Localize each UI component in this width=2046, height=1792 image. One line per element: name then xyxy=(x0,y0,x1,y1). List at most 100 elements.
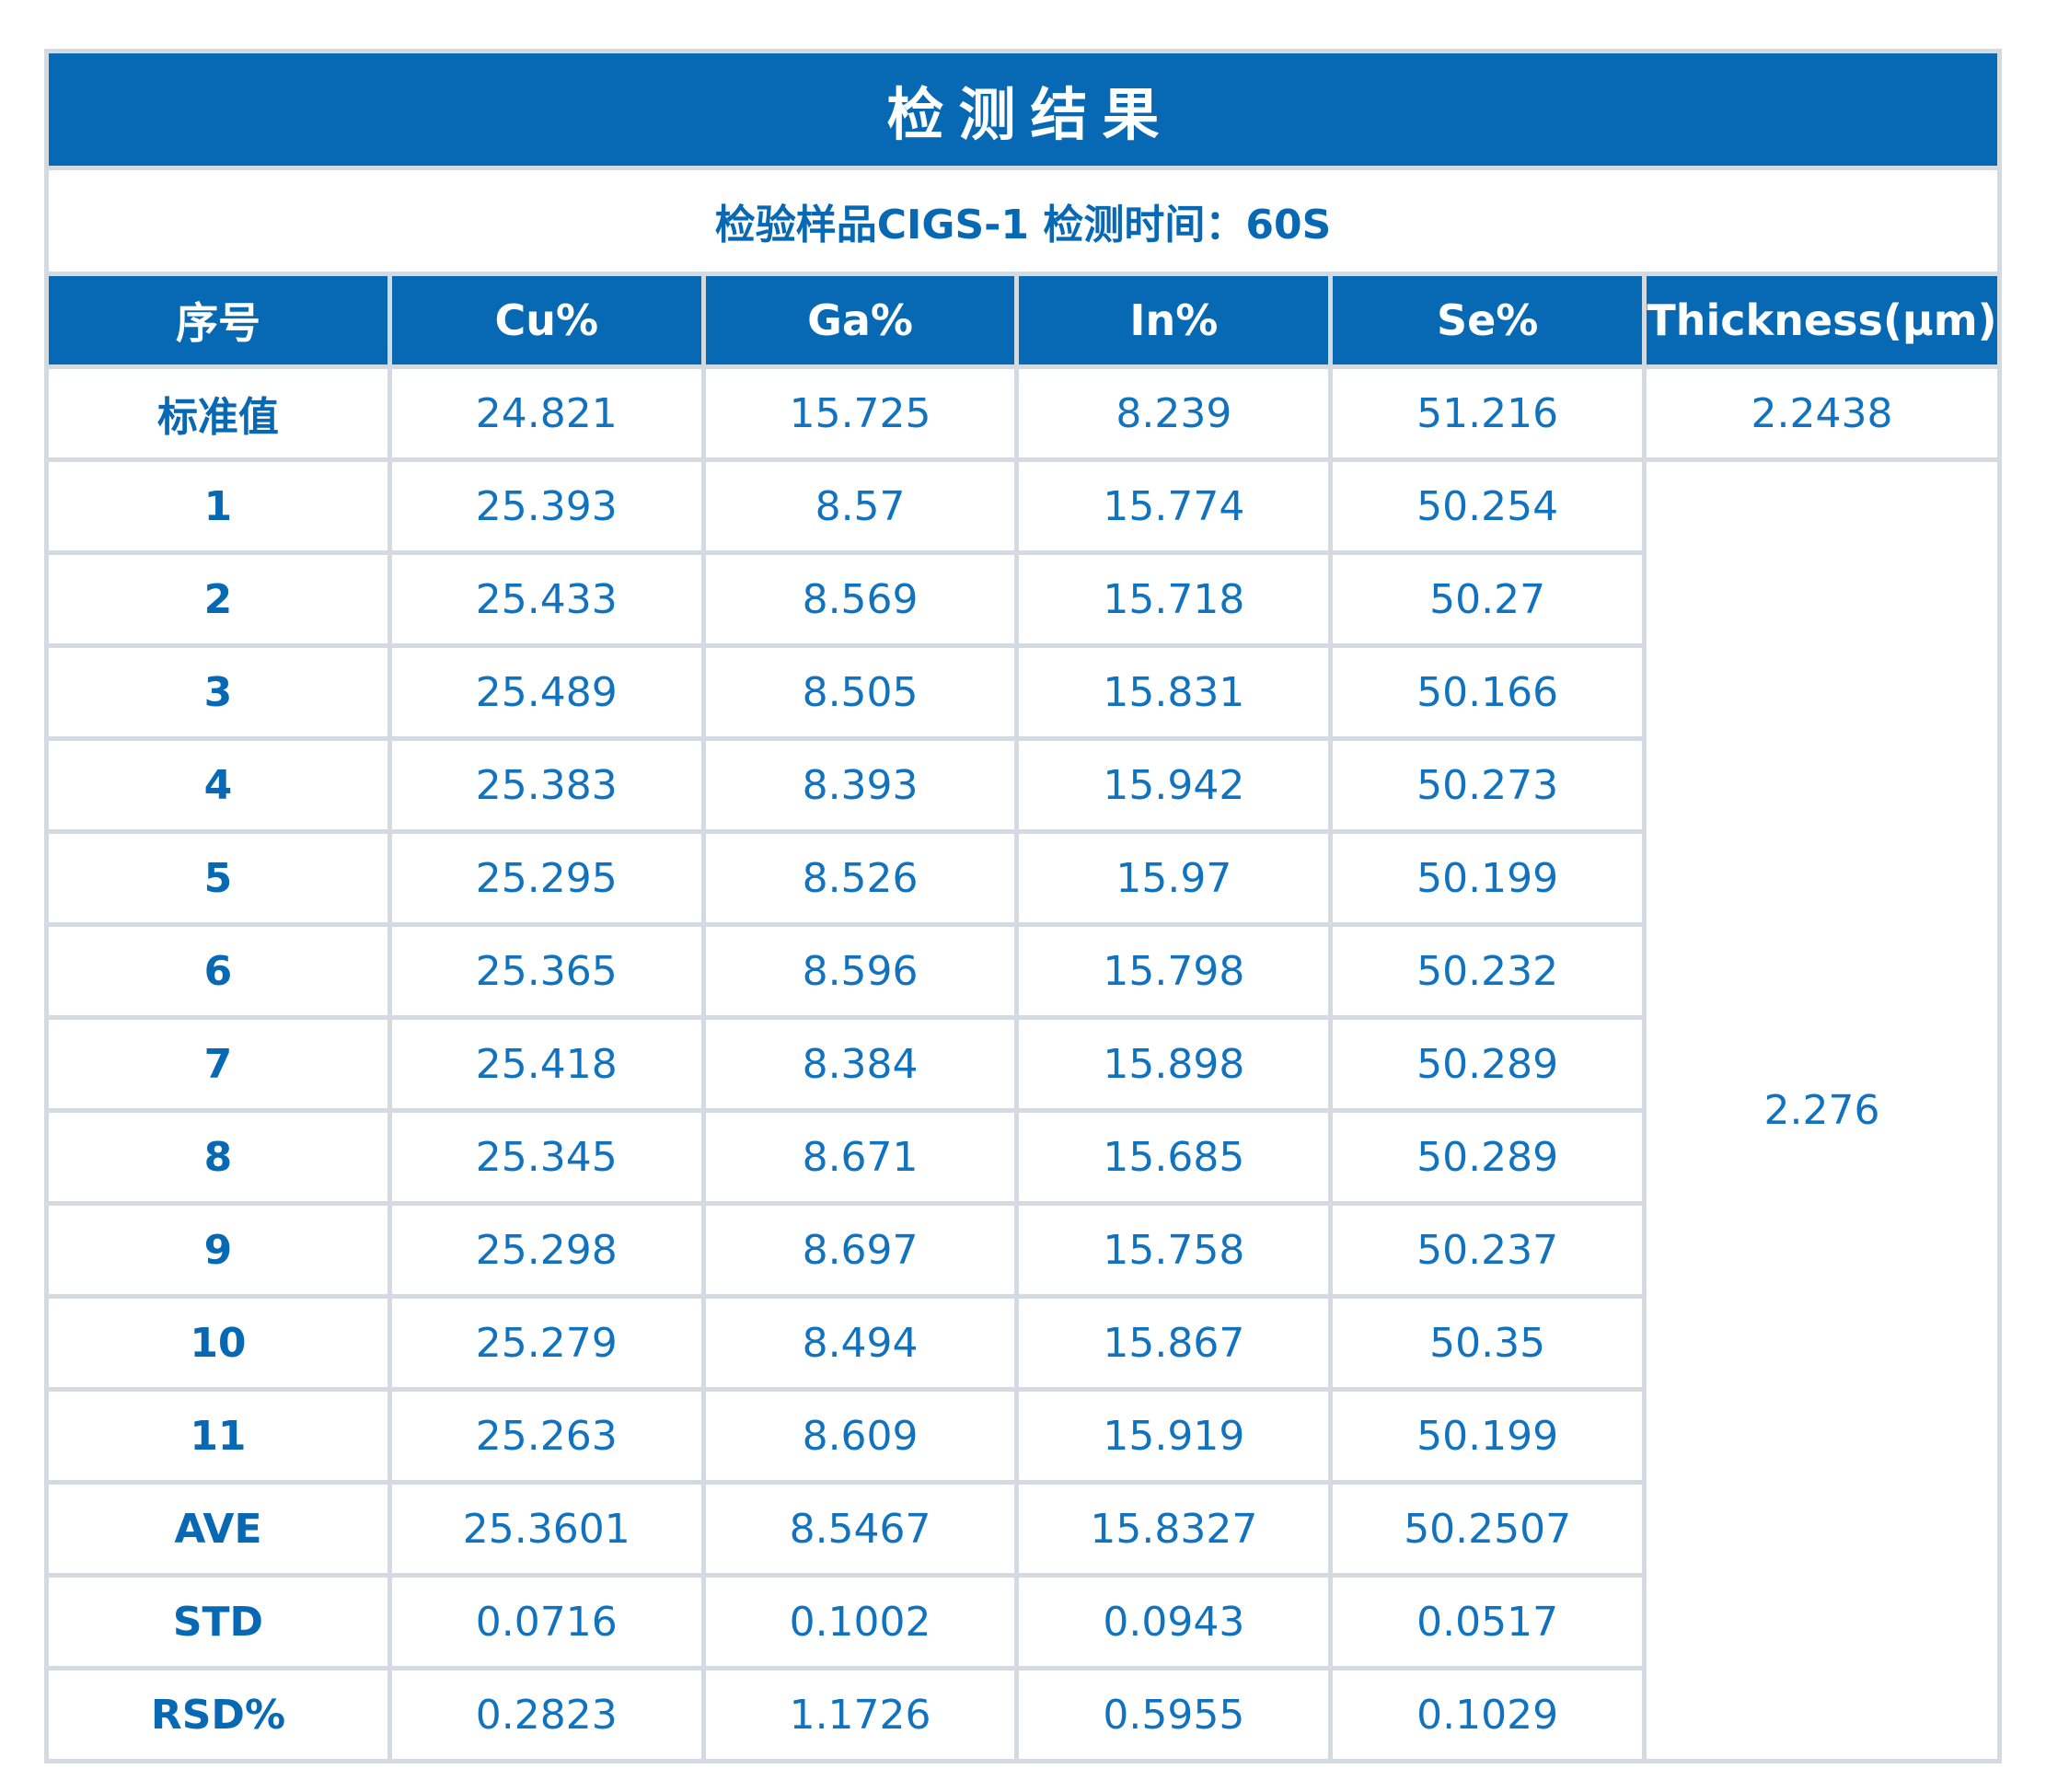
row-label: 11 xyxy=(44,1387,392,1485)
cell-value: 8.569 xyxy=(700,550,1020,648)
table-row: 10 25.279 8.494 15.867 50.35 xyxy=(44,1294,2000,1392)
column-header-index: 序号 xyxy=(44,272,392,369)
cell-value: 50.27 xyxy=(1328,550,1647,648)
cell-value: 50.199 xyxy=(1328,1387,1647,1485)
cell-value: 50.232 xyxy=(1328,922,1647,1020)
table-row: 2 25.433 8.569 15.718 50.27 xyxy=(44,550,2000,648)
table-row: 9 25.298 8.697 15.758 50.237 xyxy=(44,1201,2000,1299)
cell-value: 8.393 xyxy=(700,736,1020,834)
results-table-container: 检测结果 检验样品CIGS-1 检测时间：60S 序号 Cu% Ga% In% … xyxy=(44,49,2002,1763)
cell-value: 0.1029 xyxy=(1328,1666,1647,1763)
cell-value: 0.0943 xyxy=(1014,1573,1334,1671)
table-row: 标准值 24.821 15.725 8.239 51.216 2.2438 xyxy=(44,364,2002,462)
table-row: 11 25.263 8.609 15.919 50.199 xyxy=(44,1387,2000,1485)
merged-thickness-value: 2.276 xyxy=(1642,457,2002,1763)
cell-value: 8.5467 xyxy=(700,1480,1020,1578)
cell-value: 50.166 xyxy=(1328,643,1647,741)
row-label: 9 xyxy=(44,1201,392,1299)
table-row: 5 25.295 8.526 15.97 50.199 xyxy=(44,829,2000,927)
cell-value: 8.671 xyxy=(700,1108,1020,1206)
cell-value: 50.289 xyxy=(1328,1015,1647,1113)
page-title: 检测结果 xyxy=(44,49,2002,170)
cell-value: 25.279 xyxy=(387,1294,706,1392)
table-row: 1 25.393 8.57 15.774 50.254 2.276 xyxy=(44,457,2002,1763)
cell-value: 15.8327 xyxy=(1014,1480,1334,1578)
table-row: 3 25.489 8.505 15.831 50.166 xyxy=(44,643,2000,741)
column-header-cu: Cu% xyxy=(387,272,706,369)
cell-value: 51.216 xyxy=(1328,364,1647,462)
cell-value: 15.867 xyxy=(1014,1294,1334,1392)
cell-value: 8.384 xyxy=(700,1015,1020,1113)
cell-value: 25.263 xyxy=(387,1387,706,1485)
cell-value: 8.57 xyxy=(700,457,1020,555)
cell-value: 25.3601 xyxy=(387,1480,706,1578)
cell-value: 50.273 xyxy=(1328,736,1647,834)
cell-value: 15.774 xyxy=(1014,457,1334,555)
subtitle-row: 检验样品CIGS-1 检测时间：60S xyxy=(44,166,2002,276)
row-label: 10 xyxy=(44,1294,392,1392)
header-row: 序号 Cu% Ga% In% Se% Thickness(μm) xyxy=(44,272,2002,369)
row-label: 2 xyxy=(44,550,392,648)
standard-thickness-value: 2.2438 xyxy=(1642,364,2002,462)
cell-value: 8.526 xyxy=(700,829,1020,927)
cell-value: 0.0517 xyxy=(1328,1573,1647,1671)
cell-value: 0.1002 xyxy=(700,1573,1020,1671)
row-label: AVE xyxy=(44,1480,392,1578)
cell-value: 25.393 xyxy=(387,457,706,555)
row-label: 7 xyxy=(44,1015,392,1113)
cell-value: 25.365 xyxy=(387,922,706,1020)
results-table: 检测结果 检验样品CIGS-1 检测时间：60S 序号 Cu% Ga% In% … xyxy=(44,49,2002,1763)
cell-value: 50.2507 xyxy=(1328,1480,1647,1578)
row-label: 标准值 xyxy=(44,364,392,462)
cell-value: 15.758 xyxy=(1014,1201,1334,1299)
cell-value: 25.489 xyxy=(387,643,706,741)
cell-value: 8.609 xyxy=(700,1387,1020,1485)
cell-value: 50.254 xyxy=(1328,457,1647,555)
cell-value: 15.831 xyxy=(1014,643,1334,741)
cell-value: 15.942 xyxy=(1014,736,1334,834)
table-row: 4 25.383 8.393 15.942 50.273 xyxy=(44,736,2000,834)
sample-info: 检验样品CIGS-1 检测时间：60S xyxy=(44,166,2002,276)
column-header-ga: Ga% xyxy=(700,272,1020,369)
row-label: 8 xyxy=(44,1108,392,1206)
cell-value: 1.1726 xyxy=(700,1666,1020,1763)
cell-value: 8.505 xyxy=(700,643,1020,741)
cell-value: 15.685 xyxy=(1014,1108,1334,1206)
cell-value: 24.821 xyxy=(387,364,706,462)
cell-value: 15.898 xyxy=(1014,1015,1334,1113)
cell-value: 50.289 xyxy=(1328,1108,1647,1206)
cell-value: 8.494 xyxy=(700,1294,1020,1392)
cell-value: 0.2823 xyxy=(387,1666,706,1763)
cell-value: 25.433 xyxy=(387,550,706,648)
table-row: RSD% 0.2823 1.1726 0.5955 0.1029 xyxy=(44,1666,2000,1763)
cell-value: 50.35 xyxy=(1328,1294,1647,1392)
cell-value: 15.919 xyxy=(1014,1387,1334,1485)
column-header-thickness: Thickness(μm) xyxy=(1642,272,2002,369)
cell-value: 0.5955 xyxy=(1014,1666,1334,1763)
table-row: 7 25.418 8.384 15.898 50.289 xyxy=(44,1015,2000,1113)
cell-value: 15.798 xyxy=(1014,922,1334,1020)
cell-value: 8.596 xyxy=(700,922,1020,1020)
cell-value: 8.697 xyxy=(700,1201,1020,1299)
cell-value: 25.295 xyxy=(387,829,706,927)
cell-value: 8.239 xyxy=(1014,364,1334,462)
table-row: 8 25.345 8.671 15.685 50.289 xyxy=(44,1108,2000,1206)
row-label: 6 xyxy=(44,922,392,1020)
table-row: 6 25.365 8.596 15.798 50.232 xyxy=(44,922,2000,1020)
row-label: RSD% xyxy=(44,1666,392,1763)
row-label: STD xyxy=(44,1573,392,1671)
cell-value: 50.199 xyxy=(1328,829,1647,927)
row-label: 3 xyxy=(44,643,392,741)
cell-value: 25.298 xyxy=(387,1201,706,1299)
cell-value: 25.418 xyxy=(387,1015,706,1113)
row-label: 4 xyxy=(44,736,392,834)
cell-value: 25.383 xyxy=(387,736,706,834)
table-body: 标准值 24.821 15.725 8.239 51.216 2.2438 1 25.393 8… xyxy=(44,364,2002,1763)
row-label: 1 xyxy=(44,457,392,555)
column-header-in: In% xyxy=(1014,272,1334,369)
title-row: 检测结果 xyxy=(44,49,2002,170)
table-row: AVE 25.3601 8.5467 15.8327 50.2507 xyxy=(44,1480,2000,1578)
table-row: STD 0.0716 0.1002 0.0943 0.0517 xyxy=(44,1573,2000,1671)
cell-value: 15.725 xyxy=(700,364,1020,462)
